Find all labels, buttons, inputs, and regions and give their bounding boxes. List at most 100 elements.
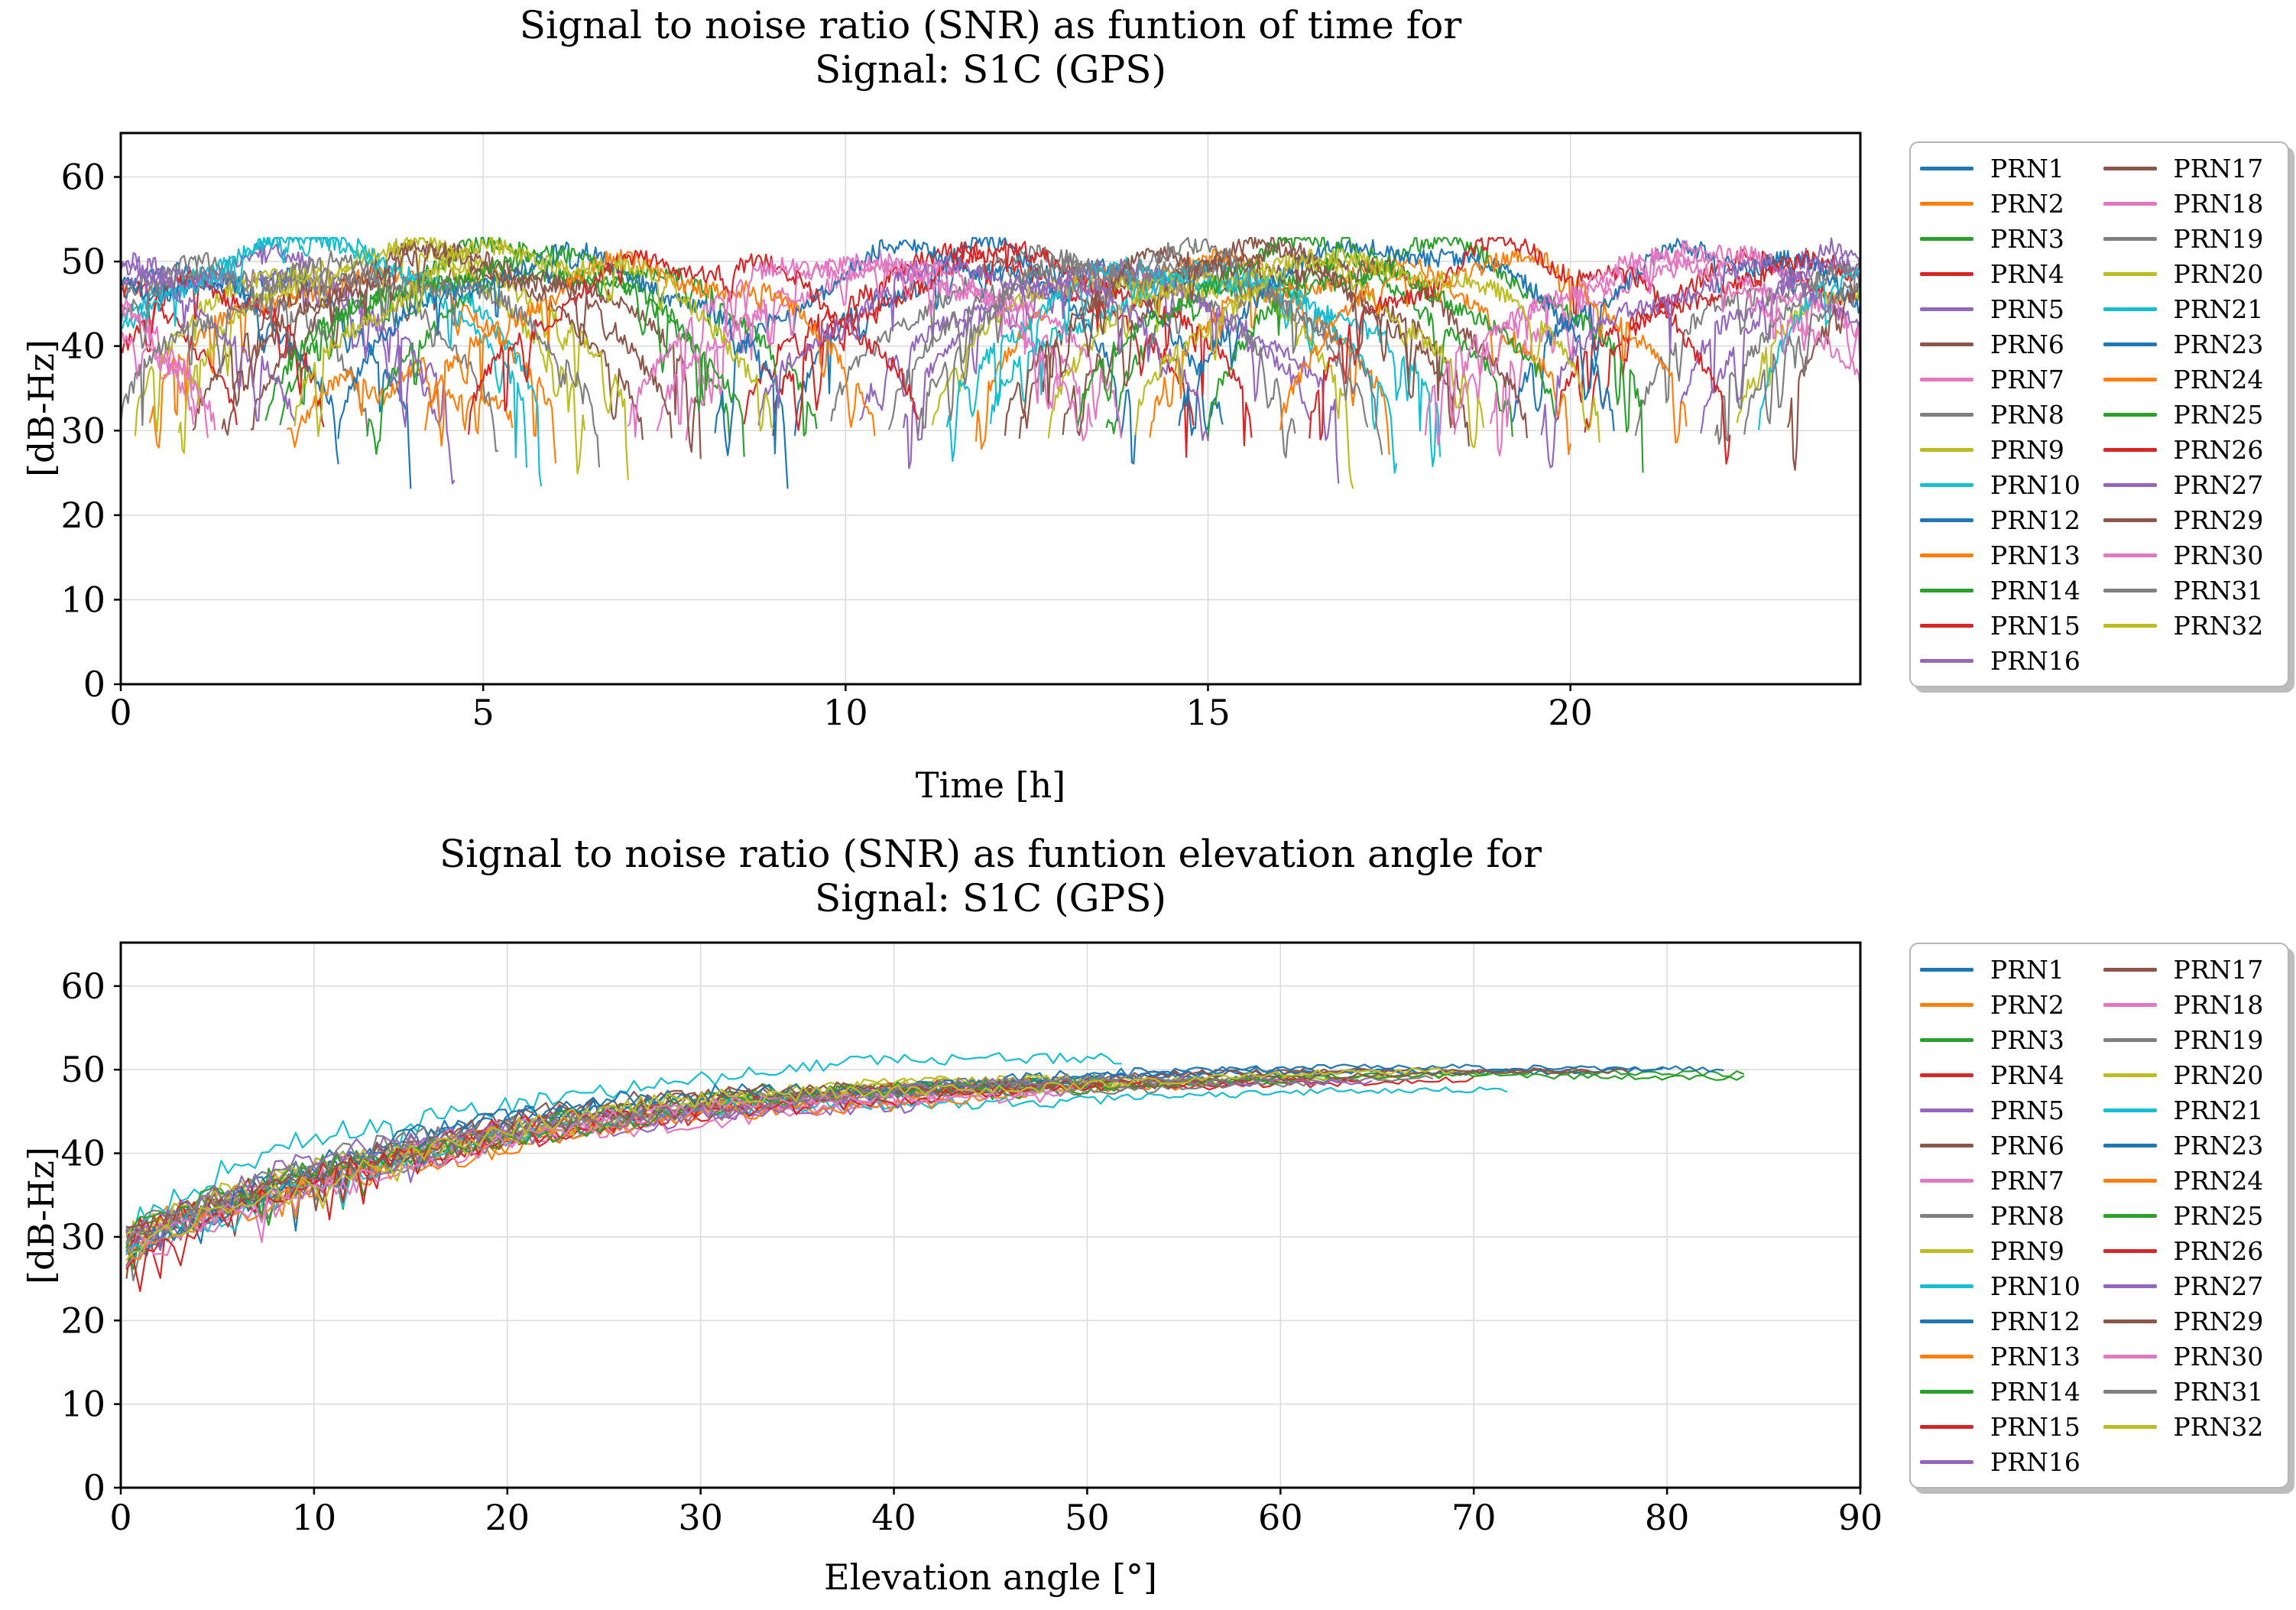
elevation-chart-series-PRN12 (125, 1066, 1663, 1260)
time-chart-legend-entry-PRN23: PRN23 (2103, 326, 2279, 362)
elevation-chart-y-tick-label: 30 (60, 1216, 105, 1258)
elevation-chart-trace-PRN19 (125, 1075, 1434, 1233)
legend-line-swatch (1920, 588, 1973, 592)
time-chart-pass-PRN17 (250, 239, 702, 459)
elevation-chart-series-PRN16 (125, 1099, 933, 1251)
elevation-chart-x-tick-label: 60 (1258, 1497, 1303, 1538)
legend-label: PRN7 (1990, 364, 2064, 394)
elevation-chart-series-PRN25 (125, 1076, 1298, 1248)
elevation-chart-spines (119, 941, 1862, 1489)
legend-line-swatch (1920, 553, 1973, 557)
elevation-chart-trace-PRN13 (125, 1086, 1027, 1250)
legend-line-swatch (1920, 1213, 1973, 1218)
legend-label: PRN25 (2173, 399, 2264, 430)
time-chart-y-tick-label: 0 (83, 664, 105, 705)
legend-line-swatch (2103, 1108, 2157, 1112)
elevation-chart-legend-entry-PRN16: PRN16 (1920, 1444, 2096, 1479)
time-chart-pass-PRN7 (685, 249, 1093, 442)
time-chart-pass-PRN23 (337, 241, 789, 489)
time-chart-legend-entry-PRN7: PRN7 (1920, 362, 2096, 397)
time-chart-pass-PRN31 (121, 250, 601, 468)
time-chart-pass-PRN25 (264, 245, 745, 457)
legend-label: PRN17 (2173, 954, 2264, 985)
time-chart-pass-PRN17 (1062, 254, 1528, 439)
time-chart-pass-PRN16 (859, 258, 1340, 484)
time-chart-pass-PRN29 (1004, 242, 1456, 437)
time-chart-series-PRN31 (121, 237, 1860, 468)
time-chart-legend-entry-PRN15: PRN15 (1920, 608, 2096, 643)
time-chart-pass-PRN12 (121, 271, 339, 465)
time-chart-legend-entry-PRN21: PRN21 (2103, 291, 2279, 326)
time-chart-pass-PRN30 (1424, 249, 1860, 446)
legend-label: PRN24 (2173, 1165, 2264, 1196)
legend-label: PRN25 (2173, 1200, 2264, 1231)
elevation-chart-trace-PRN3 (125, 1068, 1745, 1243)
time-chart-series (121, 237, 1860, 489)
legend-line-swatch (1920, 236, 1973, 241)
time-chart-legend-entry-PRN30: PRN30 (2103, 537, 2279, 573)
time-chart-pass-PRN29 (1787, 283, 1860, 472)
elevation-chart-series-PRN20 (125, 1074, 1224, 1235)
legend-line-swatch (1920, 1178, 1973, 1183)
legend-line-swatch (1920, 166, 1973, 170)
legend-line-swatch (2103, 482, 2157, 487)
elevation-chart-trace-PRN15 (125, 1077, 1359, 1243)
time-chart-pass-PRN9 (134, 242, 586, 475)
elevation-chart-legend-entry-PRN30: PRN30 (2103, 1339, 2279, 1374)
legend-line-swatch (2103, 412, 2157, 417)
time-chart-pass-PRN8 (121, 252, 368, 433)
time-chart-pass-PRN31 (917, 237, 1383, 456)
time-chart-y-tick-label: 30 (60, 410, 105, 451)
elevation-chart-trace-PRN10 (125, 1052, 1122, 1235)
time-chart-legend-entry-PRN14: PRN14 (1920, 573, 2096, 608)
time-chart-series-PRN1 (121, 237, 1224, 489)
time-chart-pass-PRN9 (1736, 287, 1860, 424)
time-chart-y-tick-label: 20 (60, 495, 105, 536)
elevation-chart-legend-entry-PRN5: PRN5 (1920, 1092, 2096, 1128)
time-chart-pass-PRN32 (1134, 247, 1600, 443)
time-chart-y-tick-label: 10 (60, 579, 105, 620)
legend-line-swatch (1920, 1459, 1973, 1464)
time-chart-pass-PRN12 (714, 239, 1137, 465)
time-chart-pass-PRN19 (121, 265, 499, 453)
elevation-chart-legend-entry-PRN2: PRN2 (1920, 987, 2096, 1022)
time-chart-y-axis-label: [dB-Hz] (21, 339, 62, 477)
elevation-chart-legend-entry-PRN20: PRN20 (2103, 1057, 2279, 1092)
legend-label: PRN27 (2173, 1271, 2264, 1301)
time-chart-legend-entry-PRN12: PRN12 (1920, 502, 2096, 537)
time-chart-pass-PRN18 (656, 253, 1122, 439)
time-chart-legend-entry-PRN9: PRN9 (1920, 432, 2096, 467)
legend-label: PRN20 (2173, 258, 2264, 289)
elevation-chart-legend-entry-PRN6: PRN6 (1920, 1128, 2096, 1163)
legend-label: PRN16 (1990, 645, 2080, 676)
elevation-chart-trace-PRN5 (125, 1080, 1048, 1247)
elevation-chart-legend-entry-PRN7: PRN7 (1920, 1163, 2096, 1198)
elevation-chart-y-tick-label: 50 (60, 1049, 105, 1090)
time-chart-grid (120, 133, 1860, 685)
legend-label: PRN13 (1990, 540, 2080, 570)
elevation-chart-legend-entry-PRN18: PRN18 (2103, 987, 2279, 1022)
legend-line-swatch (1920, 201, 1973, 206)
time-chart-pass-PRN29 (221, 242, 673, 439)
time-chart-pass-PRN3 (1105, 252, 1513, 437)
elevation-chart-series-PRN26 (125, 1076, 1163, 1293)
legend-label: PRN8 (1990, 399, 2064, 430)
legend-label: PRN21 (2173, 294, 2264, 324)
legend-line-swatch (1920, 1108, 1973, 1112)
elevation-chart-x-tick-label: 0 (109, 1497, 131, 1538)
elevation-chart-series-PRN2 (125, 1081, 1183, 1238)
legend-label: PRN1 (1990, 954, 2064, 985)
elevation-chart-legend-entry-PRN3: PRN3 (1920, 1022, 2096, 1057)
elevation-chart-trace-PRN2 (125, 1081, 1183, 1238)
legend-label: PRN15 (1990, 1411, 2080, 1442)
time-chart-series-PRN15 (121, 240, 1860, 446)
time-chart-legend-entry-PRN19: PRN19 (2103, 221, 2279, 256)
time-chart-pass-PRN2 (148, 265, 557, 464)
legend-line-swatch (2103, 342, 2157, 346)
legend-label: PRN19 (2173, 223, 2264, 254)
time-chart-y-tick-label: 40 (60, 326, 105, 367)
time-chart-series-PRN18 (121, 239, 1860, 439)
legend-line-swatch (2103, 1002, 2157, 1007)
elevation-chart-series-PRN32 (125, 1067, 1454, 1261)
legend-line-swatch (2103, 166, 2157, 170)
